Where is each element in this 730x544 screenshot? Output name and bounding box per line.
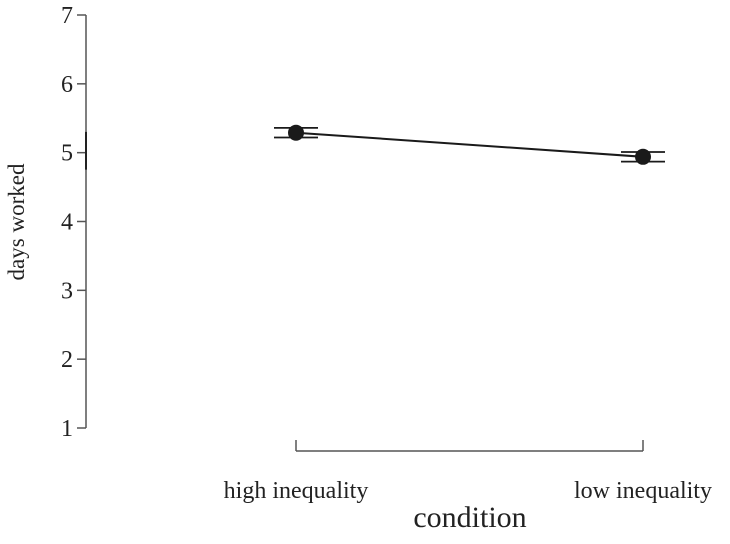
y-tick-label: 6	[61, 72, 73, 98]
y-tick-label: 1	[61, 416, 73, 442]
y-tick-label: 7	[61, 3, 73, 29]
point	[288, 124, 304, 141]
point	[635, 148, 651, 165]
x-tick-label: low inequality	[574, 478, 712, 504]
line	[295, 131, 644, 158]
y-axis-title: days worked	[4, 163, 29, 280]
x-axis-title: condition	[413, 501, 526, 534]
y-tick-label: 2	[61, 347, 73, 373]
y-tick-label: 5	[61, 141, 73, 167]
y-tick-label: 4	[61, 210, 73, 236]
x-tick-label: high inequality	[224, 478, 369, 504]
y-tick-label: 3	[61, 278, 73, 304]
